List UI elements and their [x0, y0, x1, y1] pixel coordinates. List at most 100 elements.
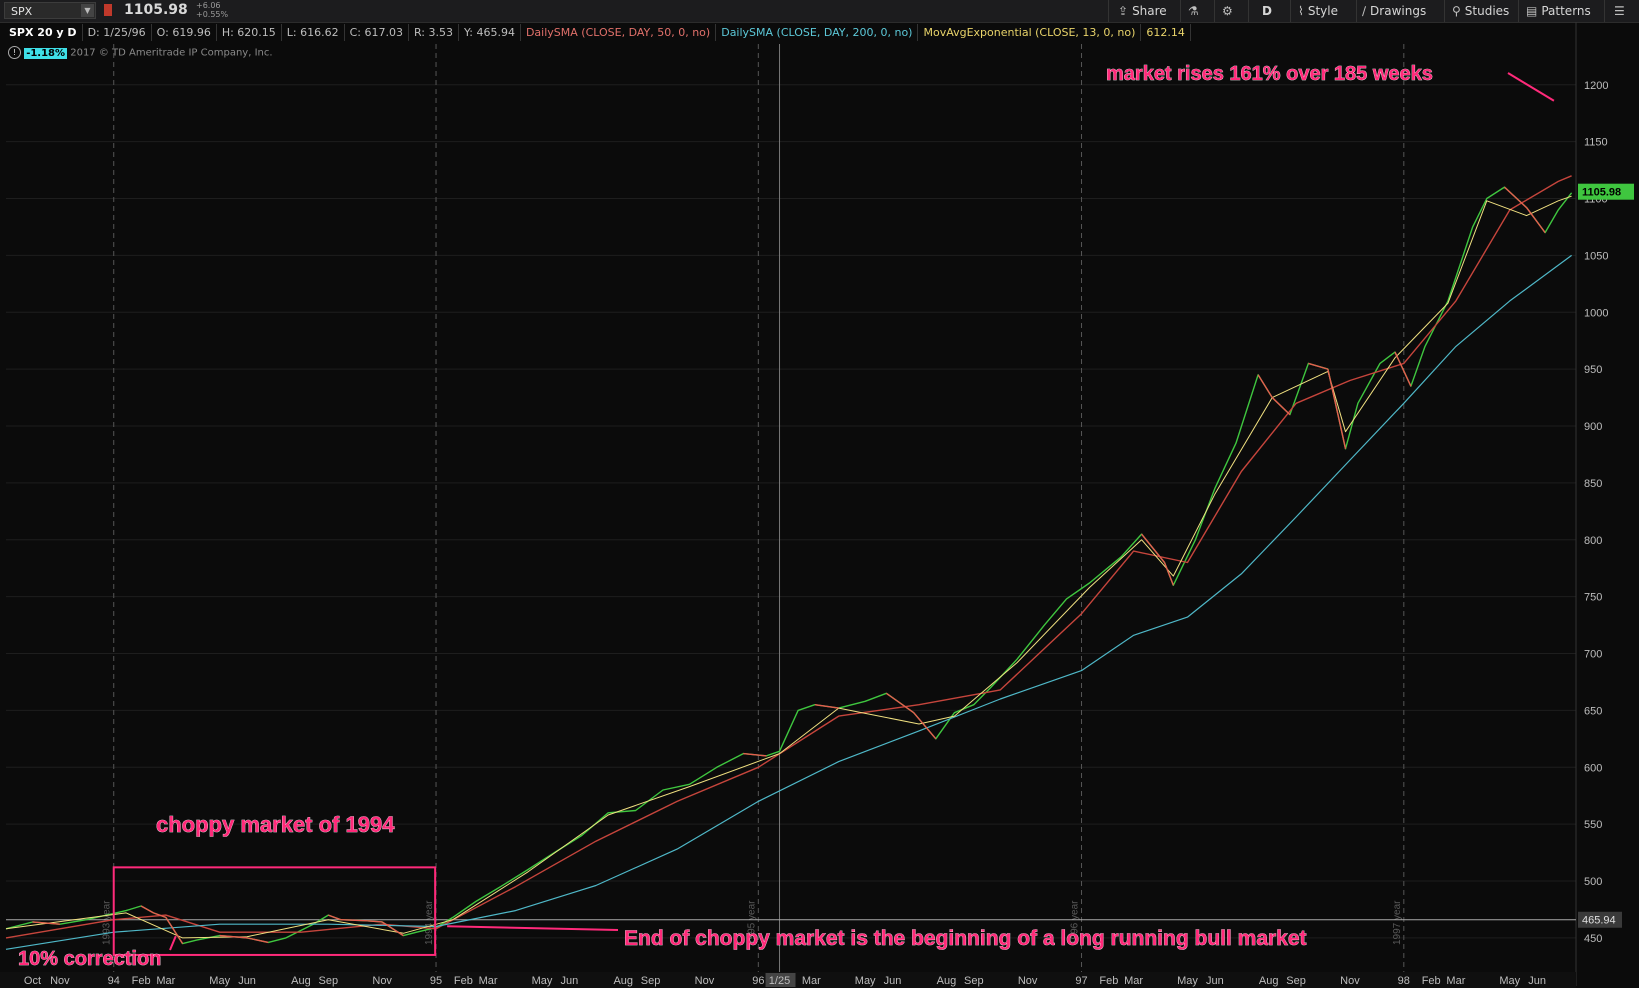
price-down-segment [340, 918, 368, 922]
aggregation-button[interactable]: D [1262, 4, 1272, 18]
x-tick-label: 98 [1398, 975, 1410, 987]
toolbar-divider [1356, 0, 1357, 22]
y-tick-label: 1000 [1584, 307, 1608, 319]
crosshair-date-box [765, 973, 796, 987]
copyright-text: 2017 © TD Ameritrade IP Company, Inc. [70, 47, 273, 59]
annotation-choppy-market: choppy market of 1994 [156, 812, 395, 837]
y-tick-label: 1200 [1584, 80, 1608, 92]
x-tick-label: Aug [291, 975, 311, 987]
toolbar-divider [1604, 0, 1605, 22]
price-down-segment [1141, 533, 1166, 563]
toolbar-divider [1108, 0, 1109, 22]
study-info-bar: SPX 20 y D D: 1/25/96 O: 619.96 H: 620.15 L:… [4, 24, 1191, 41]
sma200-line [5, 254, 1572, 950]
x-tick-label: May [209, 975, 230, 987]
price-down-segment [165, 917, 184, 944]
ema13-line [5, 195, 1572, 939]
price-down-segment [153, 912, 167, 919]
toolbar-divider [1180, 0, 1181, 22]
x-tick-label: Mar [479, 975, 498, 987]
share-label: Share [1132, 4, 1167, 18]
change-pct: +0.55% [196, 10, 229, 19]
x-tick-label: Feb [132, 975, 151, 987]
x-tick-label: Jun [238, 975, 256, 987]
toolbar: SPX ▼ 1105.98 +6.06 +0.55% ⇪ Share ⚗ ⚙ D … [0, 0, 1639, 23]
price-down-segment [743, 752, 767, 757]
x-tick-label: 1/25 [769, 975, 790, 987]
year-divider-label: 1993 year [102, 900, 113, 945]
alert-icon[interactable]: ! [8, 46, 21, 59]
annotation-end-choppy-pointer [447, 925, 619, 931]
flag-icon[interactable] [104, 4, 112, 16]
x-tick-label: Nov [50, 975, 70, 987]
symbol-text: SPX [11, 5, 33, 18]
flask-button[interactable]: ⚗ [1188, 2, 1203, 20]
y-tick-label: 750 [1584, 592, 1602, 604]
y-tick-label: 850 [1584, 478, 1602, 490]
study-sma50-label[interactable]: DailySMA (CLOSE, DAY, 50, 0, no) [521, 24, 717, 41]
share-button[interactable]: ⇪ Share [1118, 2, 1167, 20]
x-tick-label: 94 [108, 975, 120, 987]
settings-button[interactable]: ⚙ [1222, 2, 1237, 20]
price-down-segment [246, 937, 269, 944]
x-tick-label: Sep [641, 975, 661, 987]
last-price: 1105.98 [124, 2, 188, 18]
last-price-label: 1105.98 [1582, 187, 1621, 199]
price-down-segment [328, 914, 341, 921]
beaker-icon: ⚲ [1452, 4, 1461, 18]
y-tick-label: 550 [1584, 819, 1602, 831]
y-tick-label: 500 [1584, 876, 1602, 888]
price-down-segment [1257, 374, 1273, 398]
crosshair-price-label: 465.94 [1582, 915, 1616, 927]
x-tick-label: May [855, 975, 876, 987]
patterns-label: Patterns [1541, 4, 1591, 18]
pencil-icon: ∕ [1362, 4, 1367, 18]
x-tick-label: Oct [24, 975, 41, 987]
drawings-label: Drawings [1370, 4, 1427, 18]
annotation-bull-run: market rises 161% over 185 weeks [1106, 63, 1433, 85]
annotation-correction-pointer [169, 935, 177, 951]
style-label: Style [1307, 4, 1338, 18]
annotation-correction: 10% correction [18, 948, 161, 970]
chevron-down-icon[interactable]: ▼ [81, 4, 94, 17]
x-tick-label: Aug [613, 975, 633, 987]
toolbar-divider [1290, 0, 1291, 22]
x-tick-label: Mar [1446, 975, 1465, 987]
info-close: C: 617.03 [345, 24, 409, 41]
x-tick-label: Jun [884, 975, 902, 987]
price-down-segment [381, 921, 404, 937]
studies-button[interactable]: ⚲ Studies [1452, 2, 1509, 20]
x-tick-label: 95 [430, 975, 442, 987]
sma50-line [5, 175, 1572, 939]
percent-badge: -1.18% [24, 47, 68, 59]
x-tick-label: Jun [560, 975, 578, 987]
menu-button[interactable]: ☰ [1614, 2, 1629, 20]
year-divider-label: 1996 year [1070, 900, 1081, 945]
y-tick-label: 800 [1584, 535, 1602, 547]
year-divider-label: 1997 year [1392, 900, 1403, 945]
price-down-segment [1327, 368, 1347, 449]
chart-title[interactable]: SPX 20 y D [4, 24, 83, 41]
y-tick-label: 900 [1584, 421, 1602, 433]
style-button[interactable]: ⌇ Style [1298, 2, 1338, 20]
study-ema-label[interactable]: MovAvgExponential (CLOSE, 13, 0, no) [918, 24, 1142, 41]
y-tick-label: 600 [1584, 762, 1602, 774]
info-date: D: 1/25/96 [83, 24, 152, 41]
price-down-segment [140, 905, 154, 914]
drawings-button[interactable]: ∕ Drawings [1362, 2, 1426, 20]
x-tick-label: Nov [1018, 975, 1038, 987]
style-icon: ⌇ [1298, 4, 1304, 18]
studies-label: Studies [1464, 4, 1510, 18]
symbol-selector[interactable]: SPX ▼ [4, 2, 96, 19]
info-low: L: 616.62 [282, 24, 345, 41]
last-price-box [1578, 183, 1634, 200]
patterns-button[interactable]: ▤ Patterns [1526, 2, 1591, 20]
gear-icon: ⚙ [1222, 4, 1233, 18]
x-tick-label: Aug [937, 975, 957, 987]
study-sma200-label[interactable]: DailySMA (CLOSE, DAY, 200, 0, no) [716, 24, 919, 41]
info-open: O: 619.96 [152, 24, 217, 41]
x-tick-label: Sep [1286, 975, 1306, 987]
price-down-segment [1503, 186, 1528, 209]
info-y: Y: 465.94 [459, 24, 521, 41]
